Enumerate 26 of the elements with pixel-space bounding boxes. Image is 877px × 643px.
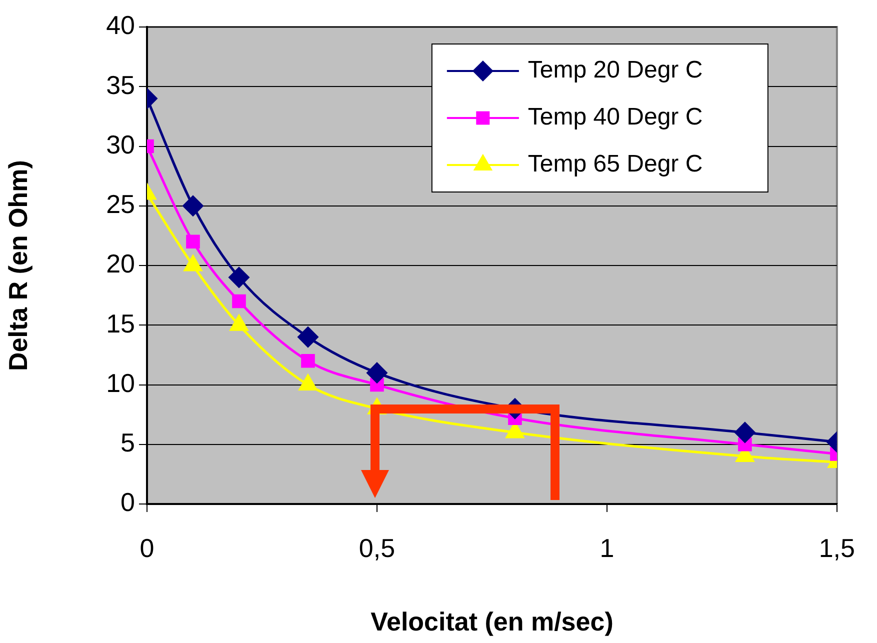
x-tick-label: 1 xyxy=(600,532,614,563)
y-tick-label: 25 xyxy=(106,189,135,220)
point xyxy=(182,196,204,216)
legend-label: Temp 65 Degr C xyxy=(528,150,703,178)
point xyxy=(232,294,246,308)
point xyxy=(366,362,388,384)
y-tick-label: 35 xyxy=(106,70,135,100)
x-tick-label: 0 xyxy=(140,532,154,563)
legend-label: Temp 20 Degr C xyxy=(528,56,703,84)
x-tick-label: 1,5 xyxy=(818,532,856,563)
point xyxy=(734,422,756,443)
y-tick-label: 20 xyxy=(106,248,135,279)
point xyxy=(186,234,200,249)
y-tick-label: 15 xyxy=(106,308,135,338)
x-axis-title: Velocitat (en m/sec) xyxy=(370,606,614,637)
y-tick-label: 0 xyxy=(120,487,135,518)
y-tick-label: 5 xyxy=(120,428,135,458)
point xyxy=(228,267,250,288)
legend-label: Temp 40 Degr C xyxy=(528,104,703,131)
y-tick-label: 30 xyxy=(106,129,135,160)
x-tick-label: 0,5 xyxy=(358,532,396,563)
point xyxy=(301,354,315,368)
y-axis-title: Delta R (en Ohm) xyxy=(2,160,33,371)
y-tick-label: 10 xyxy=(106,368,135,398)
y-tick-label: 40 xyxy=(106,10,135,40)
point xyxy=(298,326,318,348)
